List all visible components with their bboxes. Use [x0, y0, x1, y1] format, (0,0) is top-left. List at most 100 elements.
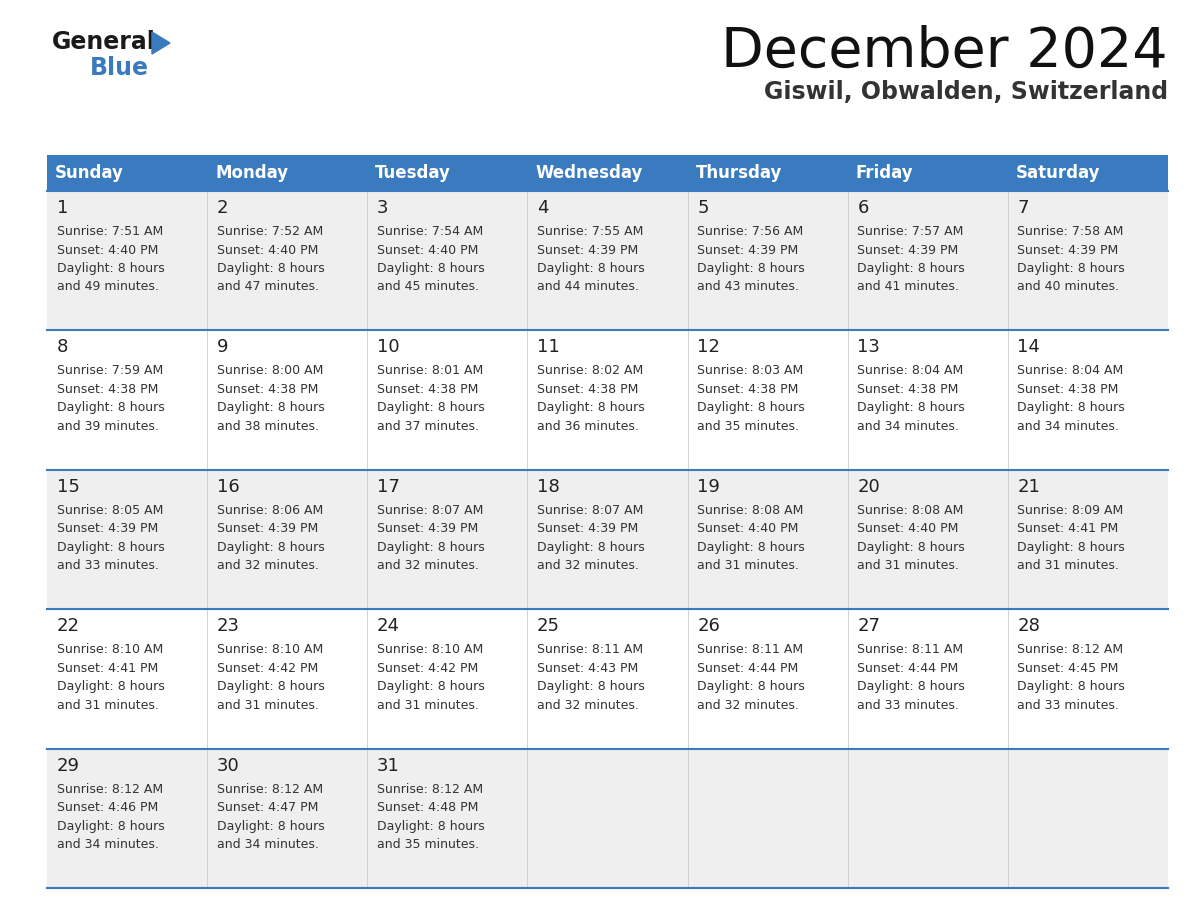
- Text: Daylight: 8 hours: Daylight: 8 hours: [697, 401, 805, 414]
- Text: Daylight: 8 hours: Daylight: 8 hours: [216, 820, 324, 833]
- Text: and 37 minutes.: and 37 minutes.: [377, 420, 479, 433]
- Text: 10: 10: [377, 339, 399, 356]
- Text: Sunrise: 8:11 AM: Sunrise: 8:11 AM: [697, 644, 803, 656]
- Text: 16: 16: [216, 477, 240, 496]
- Text: Daylight: 8 hours: Daylight: 8 hours: [537, 401, 645, 414]
- Bar: [48, 155, 1168, 191]
- Text: 22: 22: [57, 617, 80, 635]
- Text: and 47 minutes.: and 47 minutes.: [216, 281, 318, 294]
- Text: Sunset: 4:46 PM: Sunset: 4:46 PM: [57, 801, 158, 814]
- Text: and 36 minutes.: and 36 minutes.: [537, 420, 639, 433]
- Text: Sunset: 4:39 PM: Sunset: 4:39 PM: [858, 243, 959, 256]
- Text: and 32 minutes.: and 32 minutes.: [697, 699, 800, 711]
- Text: and 32 minutes.: and 32 minutes.: [537, 699, 639, 711]
- Text: Daylight: 8 hours: Daylight: 8 hours: [57, 820, 164, 833]
- Text: 8: 8: [57, 339, 68, 356]
- Text: Sunset: 4:38 PM: Sunset: 4:38 PM: [858, 383, 959, 396]
- Text: 29: 29: [57, 756, 80, 775]
- Text: Sunrise: 8:12 AM: Sunrise: 8:12 AM: [57, 783, 163, 796]
- Text: Sunset: 4:38 PM: Sunset: 4:38 PM: [57, 383, 158, 396]
- Text: Sunrise: 7:55 AM: Sunrise: 7:55 AM: [537, 225, 644, 238]
- Text: 20: 20: [858, 477, 880, 496]
- Text: 1: 1: [57, 199, 68, 217]
- Text: and 33 minutes.: and 33 minutes.: [858, 699, 959, 711]
- Text: Sunrise: 8:02 AM: Sunrise: 8:02 AM: [537, 364, 643, 377]
- Text: 13: 13: [858, 339, 880, 356]
- Text: Sunset: 4:40 PM: Sunset: 4:40 PM: [697, 522, 798, 535]
- Text: Sunset: 4:38 PM: Sunset: 4:38 PM: [377, 383, 479, 396]
- Text: Daylight: 8 hours: Daylight: 8 hours: [537, 262, 645, 275]
- Bar: [48, 470, 1168, 610]
- Text: Sunset: 4:39 PM: Sunset: 4:39 PM: [377, 522, 478, 535]
- Text: Daylight: 8 hours: Daylight: 8 hours: [858, 262, 965, 275]
- Text: Sunset: 4:39 PM: Sunset: 4:39 PM: [537, 522, 638, 535]
- Text: Wednesday: Wednesday: [536, 164, 643, 182]
- Text: Sunset: 4:40 PM: Sunset: 4:40 PM: [858, 522, 959, 535]
- Text: Daylight: 8 hours: Daylight: 8 hours: [216, 680, 324, 693]
- Text: Tuesday: Tuesday: [375, 164, 451, 182]
- Text: Daylight: 8 hours: Daylight: 8 hours: [1017, 541, 1125, 554]
- Text: Sunrise: 7:51 AM: Sunrise: 7:51 AM: [57, 225, 163, 238]
- Text: and 35 minutes.: and 35 minutes.: [697, 420, 800, 433]
- Text: and 32 minutes.: and 32 minutes.: [216, 559, 318, 572]
- Text: and 31 minutes.: and 31 minutes.: [377, 699, 479, 711]
- Text: 9: 9: [216, 339, 228, 356]
- Text: Daylight: 8 hours: Daylight: 8 hours: [697, 262, 805, 275]
- Text: Sunrise: 8:08 AM: Sunrise: 8:08 AM: [858, 504, 963, 517]
- Text: Daylight: 8 hours: Daylight: 8 hours: [537, 680, 645, 693]
- Text: Sunset: 4:38 PM: Sunset: 4:38 PM: [697, 383, 798, 396]
- Text: Sunset: 4:48 PM: Sunset: 4:48 PM: [377, 801, 479, 814]
- Text: Sunset: 4:40 PM: Sunset: 4:40 PM: [57, 243, 158, 256]
- Text: Blue: Blue: [90, 56, 148, 80]
- Text: 2: 2: [216, 199, 228, 217]
- Text: Sunset: 4:43 PM: Sunset: 4:43 PM: [537, 662, 638, 675]
- Text: Sunrise: 7:59 AM: Sunrise: 7:59 AM: [57, 364, 163, 377]
- Text: 30: 30: [216, 756, 240, 775]
- Text: Sunset: 4:38 PM: Sunset: 4:38 PM: [537, 383, 638, 396]
- Text: Sunrise: 8:05 AM: Sunrise: 8:05 AM: [57, 504, 163, 517]
- Text: Sunset: 4:40 PM: Sunset: 4:40 PM: [216, 243, 318, 256]
- Text: Sunrise: 8:04 AM: Sunrise: 8:04 AM: [1017, 364, 1124, 377]
- Text: Thursday: Thursday: [696, 164, 782, 182]
- Text: 21: 21: [1017, 477, 1041, 496]
- Text: Sunrise: 8:12 AM: Sunrise: 8:12 AM: [1017, 644, 1124, 656]
- Text: Sunset: 4:41 PM: Sunset: 4:41 PM: [57, 662, 158, 675]
- Text: Sunrise: 8:10 AM: Sunrise: 8:10 AM: [57, 644, 163, 656]
- Text: Sunrise: 8:11 AM: Sunrise: 8:11 AM: [858, 644, 963, 656]
- Text: 6: 6: [858, 199, 868, 217]
- Text: Daylight: 8 hours: Daylight: 8 hours: [377, 820, 485, 833]
- Text: and 31 minutes.: and 31 minutes.: [858, 559, 959, 572]
- Text: Sunrise: 7:56 AM: Sunrise: 7:56 AM: [697, 225, 803, 238]
- Text: 3: 3: [377, 199, 388, 217]
- Polygon shape: [152, 32, 170, 54]
- Text: and 34 minutes.: and 34 minutes.: [216, 838, 318, 851]
- Text: and 34 minutes.: and 34 minutes.: [57, 838, 158, 851]
- Text: Sunrise: 7:52 AM: Sunrise: 7:52 AM: [216, 225, 323, 238]
- Text: Daylight: 8 hours: Daylight: 8 hours: [377, 401, 485, 414]
- Text: Daylight: 8 hours: Daylight: 8 hours: [57, 401, 164, 414]
- Text: and 31 minutes.: and 31 minutes.: [1017, 559, 1119, 572]
- Text: Sunset: 4:39 PM: Sunset: 4:39 PM: [537, 243, 638, 256]
- Text: Sunset: 4:44 PM: Sunset: 4:44 PM: [858, 662, 959, 675]
- Text: and 34 minutes.: and 34 minutes.: [1017, 420, 1119, 433]
- Text: Daylight: 8 hours: Daylight: 8 hours: [57, 541, 164, 554]
- Text: Monday: Monday: [215, 164, 289, 182]
- Text: and 34 minutes.: and 34 minutes.: [858, 420, 959, 433]
- Text: Daylight: 8 hours: Daylight: 8 hours: [57, 262, 164, 275]
- Text: Daylight: 8 hours: Daylight: 8 hours: [1017, 262, 1125, 275]
- Text: Daylight: 8 hours: Daylight: 8 hours: [216, 401, 324, 414]
- Text: Sunset: 4:38 PM: Sunset: 4:38 PM: [1017, 383, 1119, 396]
- Text: and 35 minutes.: and 35 minutes.: [377, 838, 479, 851]
- Text: and 31 minutes.: and 31 minutes.: [216, 699, 318, 711]
- Bar: [48, 610, 1168, 748]
- Text: and 44 minutes.: and 44 minutes.: [537, 281, 639, 294]
- Text: Sunset: 4:38 PM: Sunset: 4:38 PM: [216, 383, 318, 396]
- Text: Daylight: 8 hours: Daylight: 8 hours: [858, 401, 965, 414]
- Text: and 39 minutes.: and 39 minutes.: [57, 420, 158, 433]
- Text: Sunset: 4:47 PM: Sunset: 4:47 PM: [216, 801, 318, 814]
- Text: and 32 minutes.: and 32 minutes.: [537, 559, 639, 572]
- Text: and 40 minutes.: and 40 minutes.: [1017, 281, 1119, 294]
- Text: Sunset: 4:40 PM: Sunset: 4:40 PM: [377, 243, 479, 256]
- Text: Sunrise: 8:12 AM: Sunrise: 8:12 AM: [377, 783, 484, 796]
- Text: Sunrise: 7:58 AM: Sunrise: 7:58 AM: [1017, 225, 1124, 238]
